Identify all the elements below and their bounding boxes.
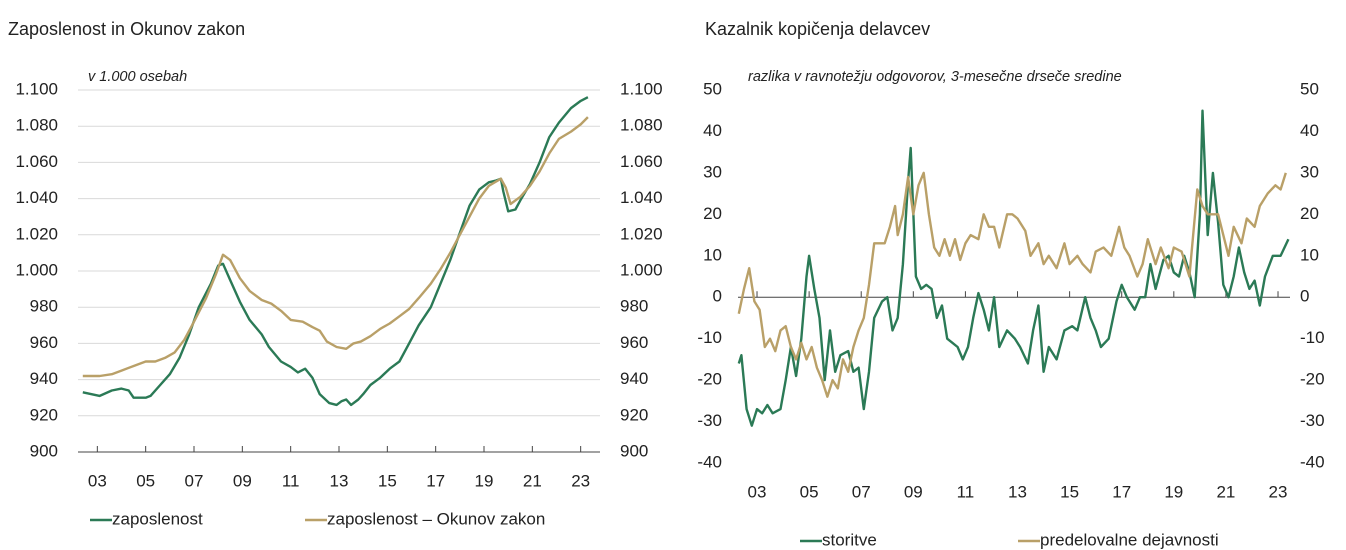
y2-tick-label: 50 bbox=[1300, 79, 1319, 98]
y-tick-label: 920 bbox=[30, 405, 58, 424]
y2-tick-label: 960 bbox=[620, 333, 648, 352]
y-tick-label: 980 bbox=[30, 297, 58, 316]
y2-tick-label: 900 bbox=[620, 441, 648, 460]
y2-tick-label: 1.020 bbox=[620, 224, 663, 243]
x-tick-label: 11 bbox=[957, 482, 975, 501]
legend-label: zaposlenost bbox=[112, 509, 203, 528]
x-tick-label: 09 bbox=[233, 471, 252, 490]
y-tick-label: 1.100 bbox=[15, 79, 58, 98]
y2-tick-label: 1.100 bbox=[620, 79, 663, 98]
x-tick-label: 19 bbox=[475, 471, 494, 490]
y2-tick-label: 1.060 bbox=[620, 152, 663, 171]
x-tick-label: 13 bbox=[1008, 482, 1027, 501]
y-tick-label: -40 bbox=[697, 452, 722, 471]
y-tick-label: 1.080 bbox=[15, 116, 58, 135]
series-line bbox=[737, 171, 1287, 398]
y2-tick-label: -40 bbox=[1300, 452, 1325, 471]
x-tick-label: 07 bbox=[852, 482, 871, 501]
y2-tick-label: 1.000 bbox=[620, 260, 663, 279]
y2-tick-label: 1.080 bbox=[620, 116, 663, 135]
chart-title: Kazalnik kopičenja delavcev bbox=[705, 19, 930, 39]
y2-tick-label: 30 bbox=[1300, 162, 1319, 181]
x-tick-label: 13 bbox=[330, 471, 349, 490]
y2-tick-label: 920 bbox=[620, 405, 648, 424]
y-tick-label: 20 bbox=[703, 204, 722, 223]
x-tick-label: 05 bbox=[136, 471, 155, 490]
x-tick-label: 19 bbox=[1164, 482, 1183, 501]
y2-tick-label: -20 bbox=[1300, 370, 1325, 389]
x-tick-label: 23 bbox=[571, 471, 590, 490]
y-tick-label: 10 bbox=[703, 245, 722, 264]
x-tick-label: 09 bbox=[904, 482, 923, 501]
series-line bbox=[82, 116, 589, 378]
series-line bbox=[82, 96, 589, 407]
y-tick-label: 50 bbox=[703, 79, 722, 98]
x-tick-label: 21 bbox=[1216, 482, 1235, 501]
x-tick-label: 03 bbox=[88, 471, 107, 490]
x-tick-label: 03 bbox=[748, 482, 767, 501]
y-tick-label: 940 bbox=[30, 369, 58, 388]
chart-subtitle: v 1.000 osebah bbox=[88, 69, 187, 85]
y-tick-label: -30 bbox=[697, 411, 722, 430]
y-tick-label: 900 bbox=[30, 441, 58, 460]
y-tick-label: 1.000 bbox=[15, 260, 58, 279]
y2-tick-label: 10 bbox=[1300, 245, 1319, 264]
y2-tick-label: 20 bbox=[1300, 204, 1319, 223]
y-tick-label: 0 bbox=[713, 287, 722, 306]
y2-tick-label: 1.040 bbox=[620, 188, 663, 207]
legend-label: predelovalne dejavnosti bbox=[1040, 530, 1219, 549]
y2-tick-label: 980 bbox=[620, 297, 648, 316]
y2-tick-label: -10 bbox=[1300, 328, 1325, 347]
y2-tick-label: 0 bbox=[1300, 287, 1309, 306]
x-tick-label: 05 bbox=[800, 482, 819, 501]
y-tick-label: 1.060 bbox=[15, 152, 58, 171]
y-tick-label: 960 bbox=[30, 333, 58, 352]
x-tick-label: 15 bbox=[1060, 482, 1079, 501]
x-tick-label: 17 bbox=[426, 471, 445, 490]
y-tick-label: 1.040 bbox=[15, 188, 58, 207]
y2-tick-label: 940 bbox=[620, 369, 648, 388]
x-tick-label: 15 bbox=[378, 471, 397, 490]
series-line bbox=[737, 109, 1290, 427]
y-tick-label: 40 bbox=[703, 121, 722, 140]
x-tick-label: 21 bbox=[523, 471, 542, 490]
chart-subtitle: razlika v ravnotežju odgovorov, 3-mesečn… bbox=[748, 69, 1122, 85]
y-tick-label: 1.020 bbox=[15, 224, 58, 243]
x-tick-label: 07 bbox=[185, 471, 204, 490]
x-tick-label: 23 bbox=[1269, 482, 1288, 501]
y2-tick-label: 40 bbox=[1300, 121, 1319, 140]
chart-title: Zaposlenost in Okunov zakon bbox=[8, 19, 245, 39]
y-tick-label: 30 bbox=[703, 162, 722, 181]
y-tick-label: -10 bbox=[697, 328, 722, 347]
x-tick-label: 11 bbox=[282, 471, 300, 490]
y-tick-label: -20 bbox=[697, 370, 722, 389]
x-tick-label: 17 bbox=[1112, 482, 1131, 501]
legend-label: storitve bbox=[822, 530, 877, 549]
y2-tick-label: -30 bbox=[1300, 411, 1325, 430]
legend-label: zaposlenost – Okunov zakon bbox=[327, 509, 545, 528]
